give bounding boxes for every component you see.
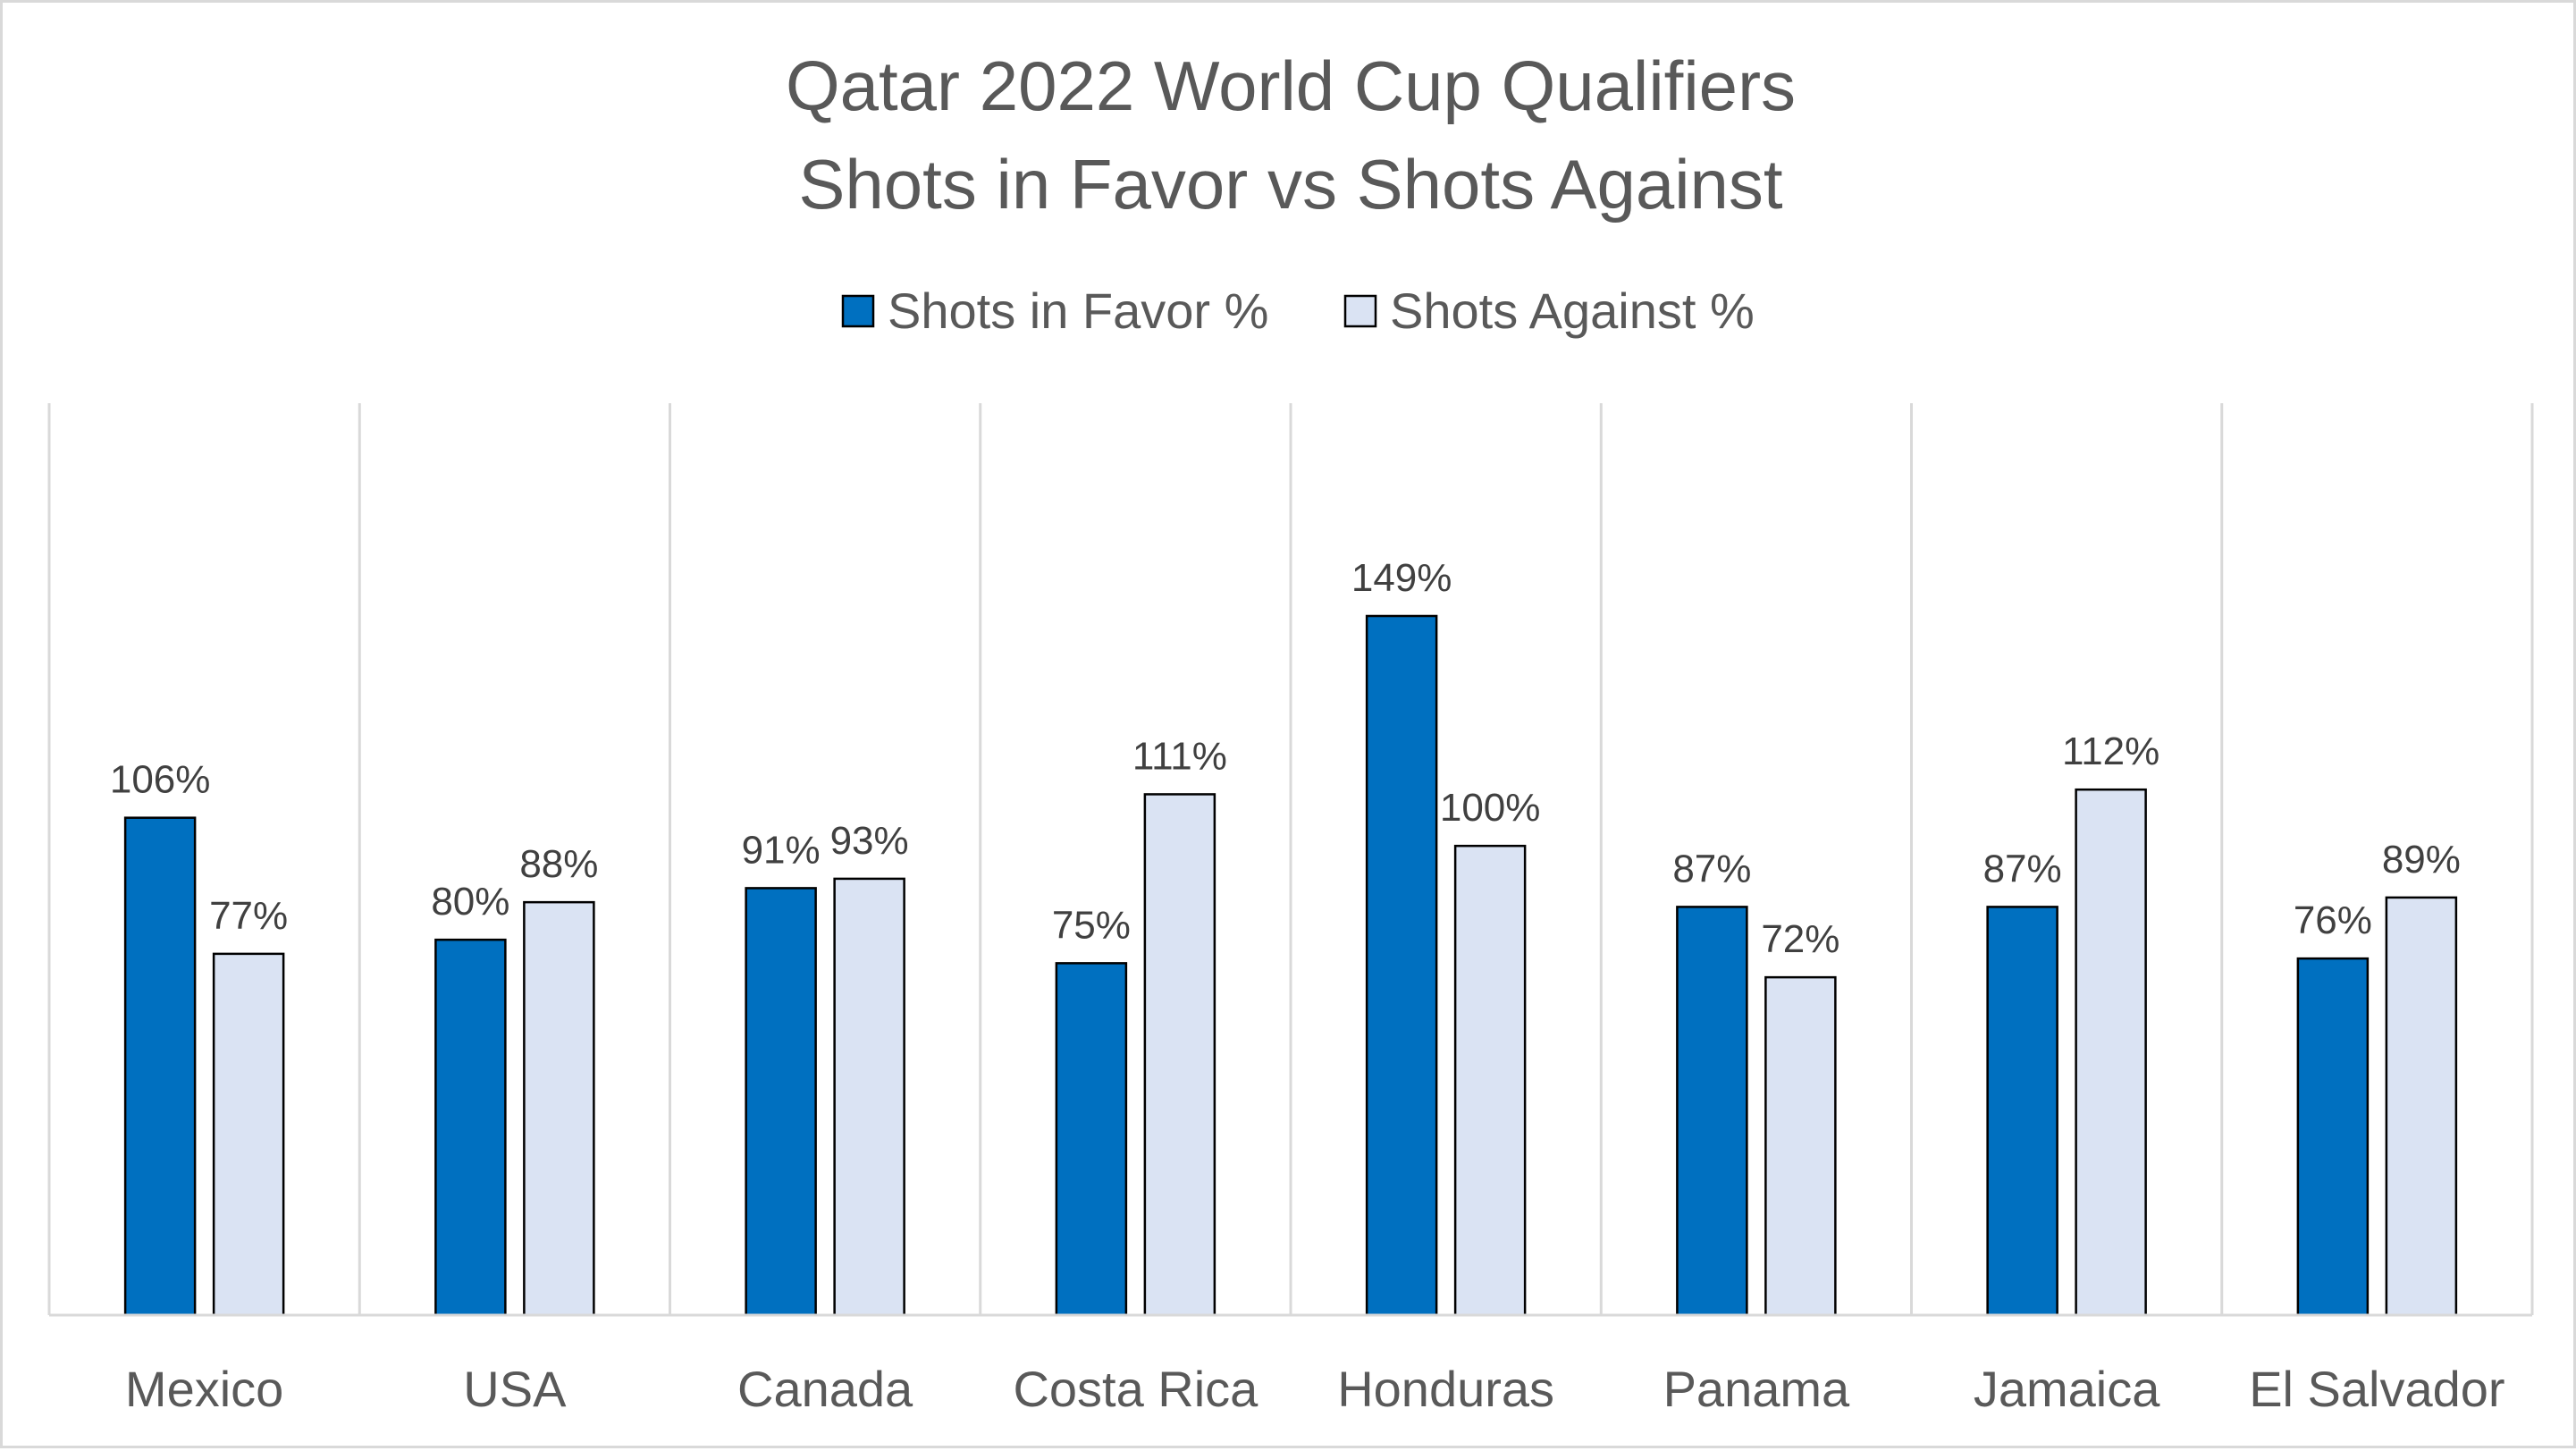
legend-label-shots-in-favor: Shots in Favor %	[888, 283, 1268, 339]
bar-shots-in-favor-canada	[745, 887, 817, 1317]
category-label-canada: Canada	[737, 1361, 913, 1417]
bars	[123, 614, 2458, 1317]
data-label-shots-in-favor-mexico: 106%	[110, 758, 211, 802]
category-labels: Mexico USA Canada Costa Rica Honduras Panama J…	[125, 1361, 2505, 1417]
chart-title: Qatar 2022 World Cup Qualifiers	[786, 46, 1796, 125]
data-label-shots-against-honduras: 100%	[1440, 786, 1541, 830]
data-label-shots-in-favor-el-salvador: 76%	[2294, 898, 2372, 942]
category-label-el-salvador: El Salvador	[2249, 1361, 2504, 1417]
bar-shots-against-canada	[833, 877, 905, 1317]
legend-swatch-shots-in-favor	[841, 294, 875, 328]
bar-shots-in-favor-usa	[434, 938, 507, 1317]
data-labels: 106%77% 80%88% 91% 93%75%111%149%100%87%72%…	[110, 556, 2461, 961]
bar-shots-in-favor-costa-rica	[1055, 962, 1128, 1317]
bar-shots-against-panama	[1764, 975, 1837, 1317]
data-label-shots-against-el-salvador: 89%	[2382, 838, 2461, 882]
bar-shots-against-costa-rica	[1143, 793, 1216, 1317]
data-label-shots-in-favor-honduras: 149%	[1351, 556, 1452, 600]
bar-shots-in-favor-el-salvador	[2296, 957, 2370, 1317]
data-label-shots-against-canada: 93%	[830, 819, 909, 863]
category-label-mexico: Mexico	[125, 1361, 283, 1417]
bar-shots-in-favor-panama	[1676, 906, 1748, 1317]
data-label-shots-in-favor-panama: 87%	[1672, 847, 1751, 890]
data-label-shots-against-panama: 72%	[1761, 917, 1839, 961]
grid-lines	[47, 403, 2534, 1315]
data-label-shots-in-favor-usa: 80%	[431, 880, 509, 924]
category-label-jamaica: Jamaica	[1974, 1361, 2160, 1417]
chart-subtitle: Shots in Favor vs Shots Against	[798, 145, 1783, 224]
bar-shots-in-favor-honduras	[1365, 614, 1438, 1317]
category-label-costa-rica: Costa Rica	[1013, 1361, 1259, 1417]
bar-shots-against-el-salvador	[2385, 896, 2458, 1317]
data-label-shots-in-favor-jamaica: 87%	[1983, 847, 2062, 890]
bar-shots-against-jamaica	[2075, 788, 2147, 1317]
data-label-shots-against-usa: 88%	[519, 842, 598, 886]
bar-shots-against-honduras	[1453, 844, 1527, 1317]
legend: Shots in Favor % Shots Against %	[841, 283, 1755, 339]
bar-shots-against-usa	[523, 900, 595, 1317]
category-label-panama: Panama	[1663, 1361, 1850, 1417]
data-label-shots-against-jamaica: 112%	[2062, 730, 2159, 773]
data-label-shots-in-favor-canada: 91%	[742, 828, 821, 872]
bar-shots-in-favor-mexico	[123, 816, 197, 1317]
legend-item-shots-against: Shots Against %	[1343, 283, 1755, 339]
data-label-shots-in-favor-costa-rica: 75%	[1052, 903, 1131, 947]
data-label-shots-against-mexico: 77%	[209, 894, 288, 938]
legend-item-shots-in-favor: Shots in Favor %	[841, 283, 1268, 339]
data-label-shots-against-costa-rica: 111%	[1132, 734, 1227, 778]
legend-swatch-shots-against	[1343, 294, 1377, 328]
category-label-usa: USA	[463, 1361, 567, 1417]
bar-chart-svg: Qatar 2022 World Cup Qualifiers Shots in…	[47, 46, 2534, 1417]
legend-label-shots-against: Shots Against %	[1390, 283, 1755, 339]
bar-shots-against-mexico	[212, 952, 285, 1317]
category-label-honduras: Honduras	[1337, 1361, 1554, 1417]
bar-shots-in-favor-jamaica	[1986, 906, 2058, 1317]
